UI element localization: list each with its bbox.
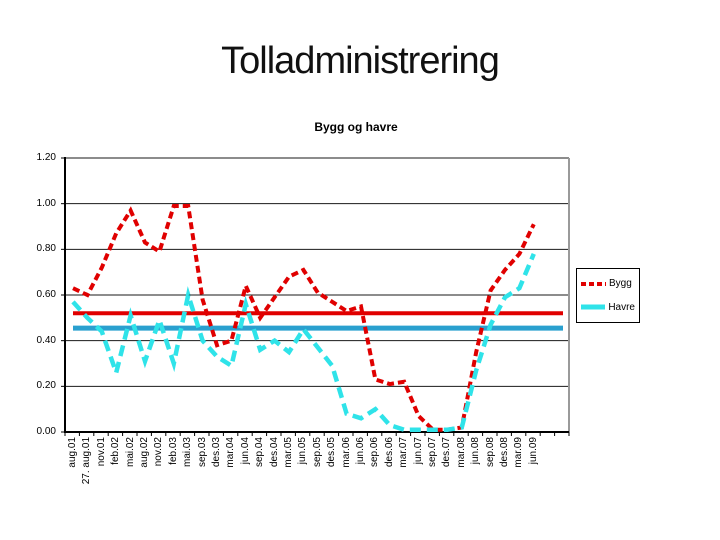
legend-item-bygg: Bygg [581, 278, 635, 289]
y-axis-label: 0.80 [36, 243, 56, 255]
x-axis-label: aug.01 [67, 437, 78, 468]
bygg-line [72, 203, 536, 432]
x-axis-label: jun.08 [470, 437, 482, 465]
x-axis-label: jun.06 [355, 437, 366, 465]
bygg-legend-marker [581, 281, 606, 286]
y-axis-label: 0.40 [36, 334, 56, 346]
x-axis-label: mai.03 [182, 437, 194, 468]
x-axis-label: mar.06 [340, 437, 352, 468]
x-axis-label: feb.03 [167, 437, 179, 465]
x-axis-label: des.04 [268, 437, 280, 468]
x-axis-label: mar.05 [283, 437, 294, 468]
x-axis-label: sep.06 [369, 437, 381, 468]
x-axis-label: 27. aug.01 [81, 437, 93, 485]
x-axis-label: sep.07 [427, 437, 438, 468]
x-axis-label: mar.07 [398, 437, 410, 468]
y-axis-label: 1.20 [36, 152, 56, 163]
x-axis-label: sep.04 [254, 437, 266, 468]
x-axis-label: des.06 [383, 437, 395, 468]
x-axis-label: mar.04 [225, 437, 237, 468]
y-axis-label: 0.20 [36, 380, 56, 392]
x-axis-label: nov.02 [153, 437, 165, 467]
x-axis-label: sep.03 [196, 437, 208, 468]
x-axis-label: jun.04 [239, 437, 251, 465]
y-axis-label: 0.60 [36, 289, 56, 300]
x-axis-label: mai.02 [124, 437, 136, 468]
x-axis-label: feb.02 [110, 437, 122, 465]
x-axis-label: nov.01 [95, 437, 107, 467]
legend-label-havre: Havre [608, 301, 635, 313]
legend-label-bygg: Bygg [609, 278, 632, 290]
x-axis-label: mar.08 [455, 437, 467, 468]
y-axis-label: 1.00 [36, 197, 56, 209]
slide-title: Tolladministrering [221, 40, 500, 82]
x-axis-label: des.05 [326, 437, 338, 468]
x-axis-label: aug.02 [139, 437, 150, 468]
y-axis-label: 0.00 [36, 426, 56, 437]
havre-line [71, 253, 536, 432]
x-axis-label: des.07 [441, 437, 453, 468]
chart-title: Bygg og havre [314, 120, 398, 134]
x-axis-label: mar.09 [513, 437, 525, 468]
x-axis-label: jun.05 [297, 437, 309, 465]
x-axis-label: sep.05 [311, 437, 323, 468]
x-axis-label: sep.08 [484, 437, 496, 468]
x-axis-label: des.08 [499, 437, 510, 468]
x-axis-label: jun.07 [412, 437, 424, 465]
x-axis-label: des.03 [211, 437, 222, 468]
legend: Bygg Havre [576, 268, 640, 323]
havre-legend-marker [581, 304, 606, 310]
legend-item-havre: Havre [581, 302, 635, 313]
x-axis-label: jun.09 [527, 437, 539, 465]
